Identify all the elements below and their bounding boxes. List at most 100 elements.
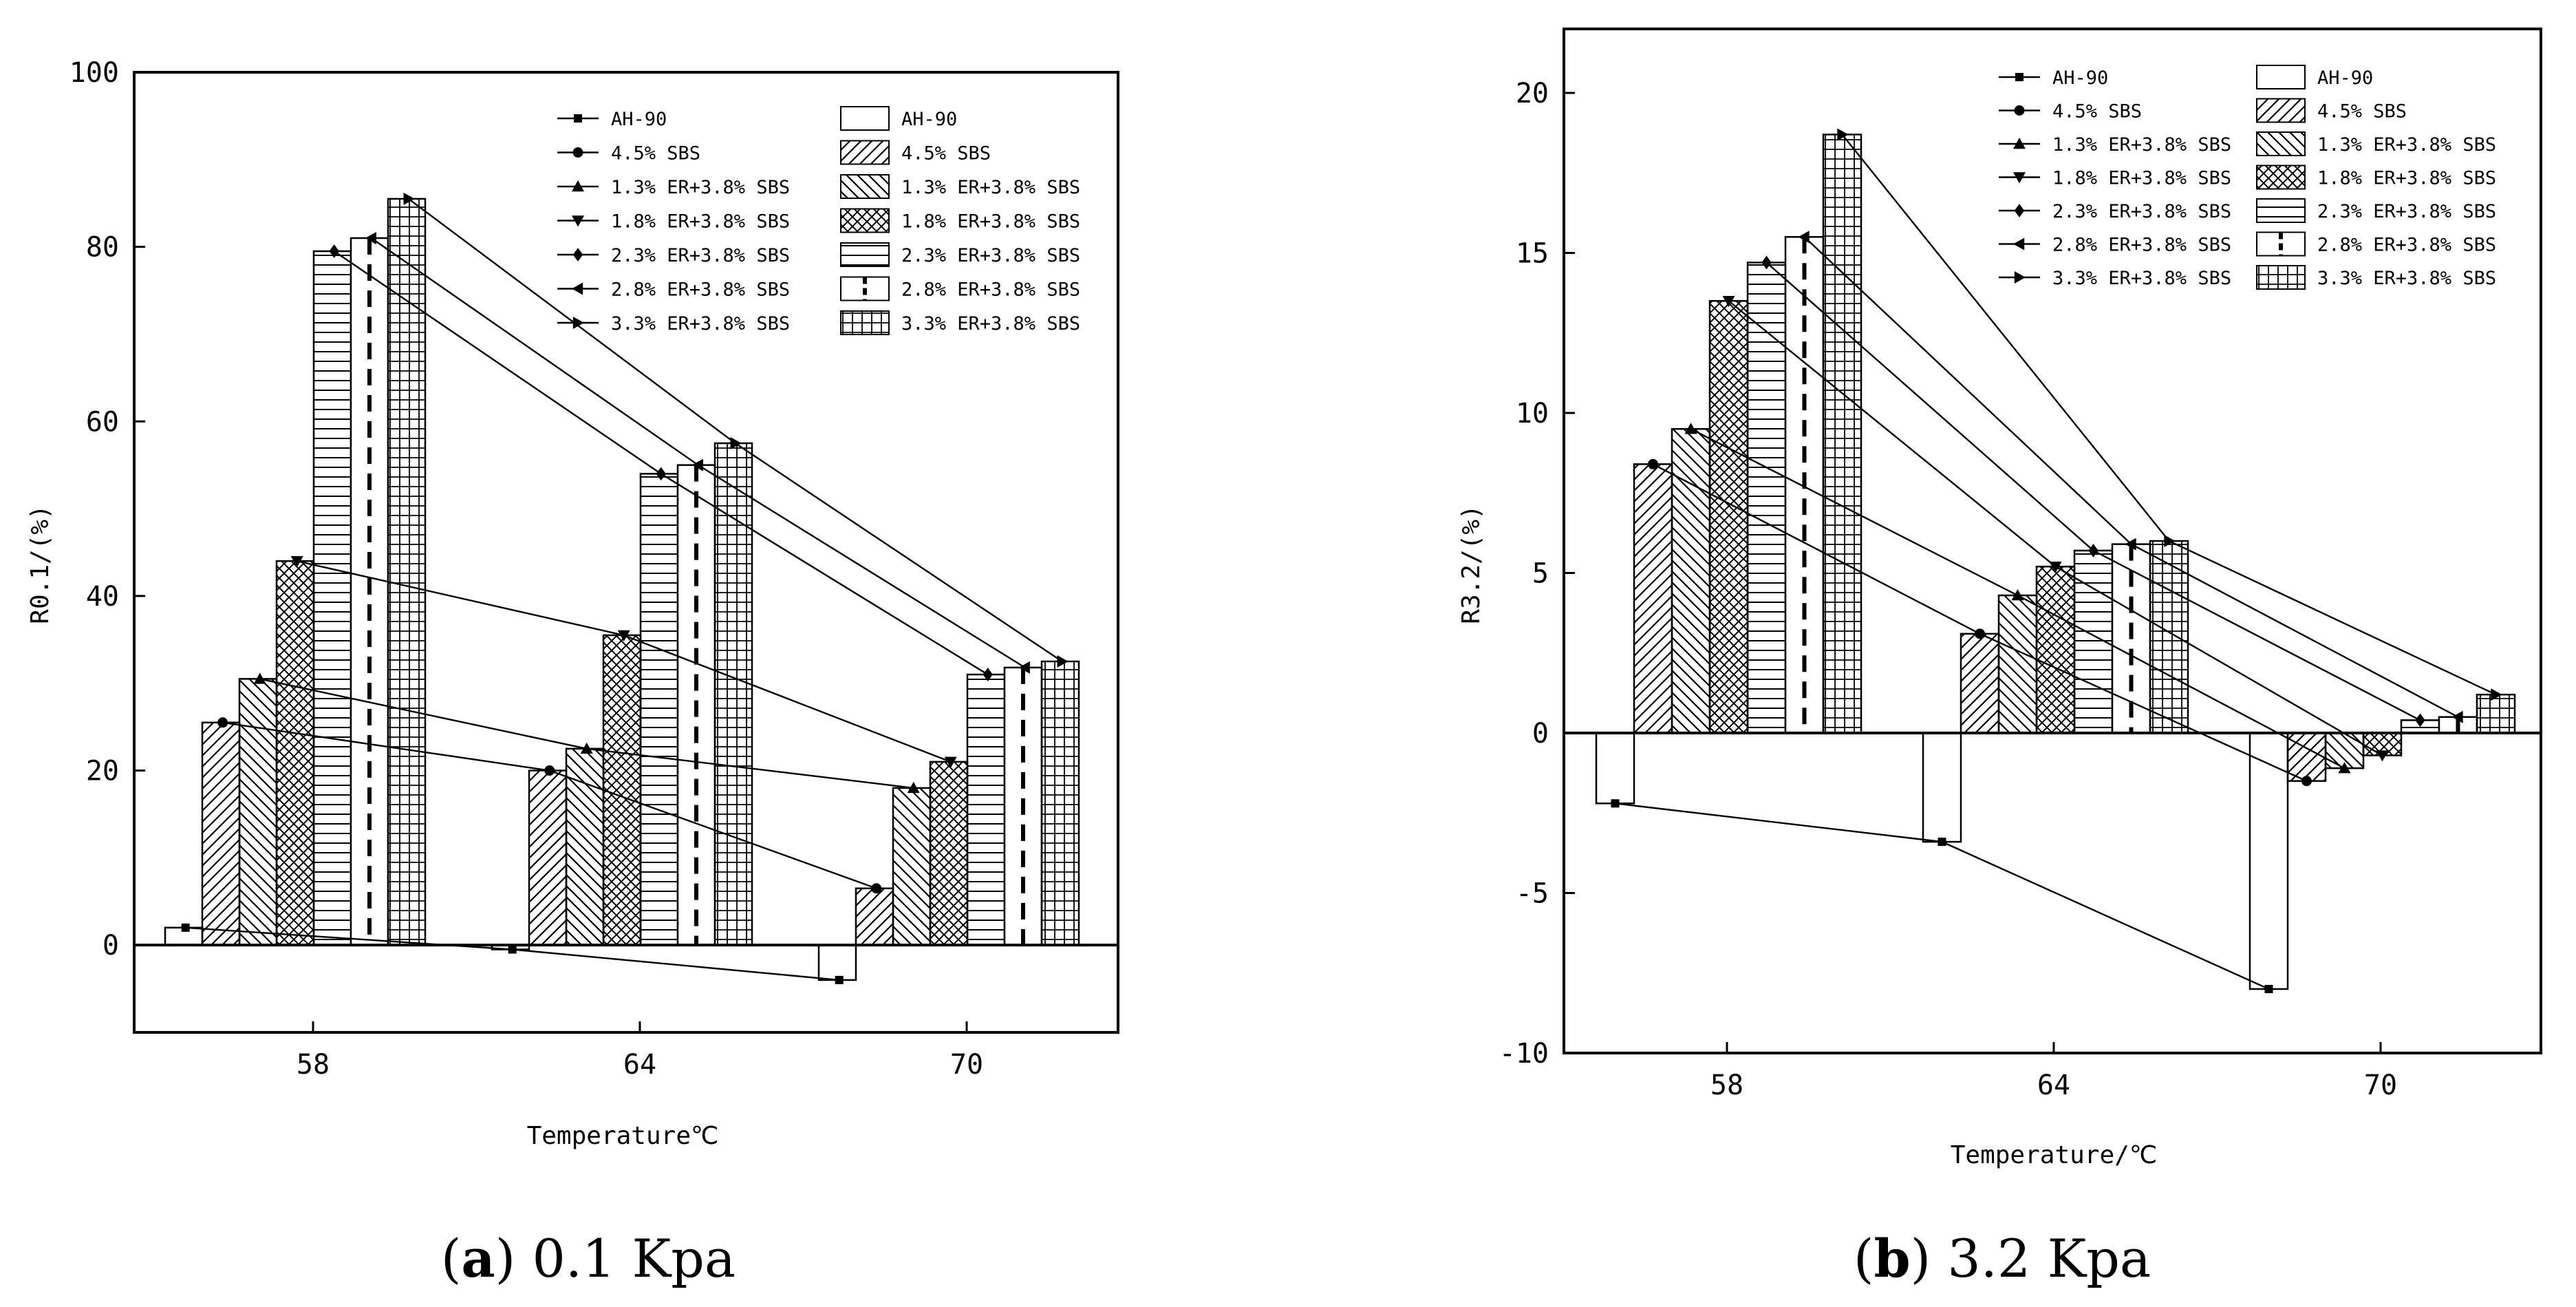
chart-panel-a: 0 20 40 60 80 100 58 64 70 AH-90 AH-90 4.5% SBS 4.… bbox=[26, 57, 1119, 1289]
marker-6-cat-70 bbox=[1057, 655, 1069, 668]
legend-marker-2 bbox=[2013, 138, 2026, 149]
bar-6-cat-58 bbox=[387, 198, 427, 946]
legend-marker-5 bbox=[2013, 237, 2025, 251]
marker-4-cat-58 bbox=[1761, 255, 1772, 270]
legend-label-0: AH-90 bbox=[611, 109, 667, 130]
panel-label: b bbox=[1874, 1228, 1910, 1289]
marker-6-cat-70 bbox=[2491, 688, 2502, 701]
marker-1-cat-58 bbox=[1648, 458, 1658, 469]
y-tick-label: 15 bbox=[1516, 238, 1549, 270]
x-tick-label: 58 bbox=[1710, 1070, 1743, 1101]
legend-swatch-label-1: 4.5% SBS bbox=[2317, 101, 2407, 123]
marker-5-cat-64 bbox=[691, 458, 703, 471]
marker-0-cat-58 bbox=[181, 923, 190, 932]
legend-marker-6 bbox=[572, 317, 584, 329]
marker-0-cat-64 bbox=[508, 945, 517, 954]
y-tick-label: -5 bbox=[1516, 878, 1549, 910]
x-tick-label: 64 bbox=[2037, 1070, 2070, 1101]
plot-frame bbox=[1563, 28, 2542, 1054]
y-tick-label: 0 bbox=[103, 930, 119, 961]
legend-swatch-0 bbox=[2256, 65, 2306, 89]
marker-1-cat-64 bbox=[1975, 628, 1985, 639]
chart-panel-b: -10 -5 0 5 10 15 20 58 64 70 AH-90 AH-90 4.5% SBS 4… bbox=[1457, 28, 2542, 1289]
bar-2-cat-58 bbox=[1671, 428, 1711, 734]
y-tick-label: 5 bbox=[1532, 558, 1549, 590]
legend-swatch-2 bbox=[840, 174, 890, 199]
legend-swatch-label-5: 2.8% ER+3.8% SBS bbox=[901, 279, 1080, 301]
bar-6-cat-64 bbox=[2149, 540, 2189, 734]
marker-2-cat-70 bbox=[2338, 762, 2351, 774]
marker-0-cat-70 bbox=[2264, 985, 2273, 993]
bar-2-cat-58 bbox=[238, 678, 278, 946]
marker-2-cat-58 bbox=[1684, 423, 1697, 434]
legend-swatch-2 bbox=[2256, 131, 2306, 156]
marker-2-cat-64 bbox=[2011, 589, 2024, 601]
legend-label-0: AH-90 bbox=[2052, 67, 2108, 89]
legend-swatch-1 bbox=[2256, 98, 2306, 123]
x-axis-label: Temperature℃ bbox=[527, 1122, 719, 1150]
bar-0-cat-58 bbox=[1595, 732, 1635, 805]
marker-3-cat-58 bbox=[1722, 296, 1735, 308]
legend-swatch-label-6: 3.3% ER+3.8% SBS bbox=[901, 313, 1080, 334]
marker-2-cat-70 bbox=[907, 781, 920, 794]
marker-5-cat-58 bbox=[365, 231, 376, 244]
legend-swatch-label-1: 4.5% SBS bbox=[901, 143, 991, 164]
legend-marker-1 bbox=[2014, 105, 2025, 116]
marker-3-cat-58 bbox=[290, 555, 303, 568]
plot-frame bbox=[133, 71, 1119, 1034]
marker-5-cat-70 bbox=[1018, 661, 1030, 674]
bar-1-cat-70 bbox=[855, 887, 894, 946]
bar-4-cat-58 bbox=[1746, 262, 1787, 734]
bar-1-cat-58 bbox=[1633, 463, 1673, 734]
legend-swatch-1 bbox=[840, 140, 890, 165]
legend-swatch-0 bbox=[840, 106, 890, 131]
marker-5-cat-64 bbox=[2125, 538, 2136, 551]
x-tick-label: 58 bbox=[297, 1049, 330, 1081]
legend-label-2: 1.3% ER+3.8% SBS bbox=[2052, 134, 2231, 156]
legend-swatch-label-4: 2.3% ER+3.8% SBS bbox=[2317, 201, 2496, 222]
bar-3-cat-58 bbox=[1708, 300, 1749, 734]
panel-caption: (a) 0.1 Kpa bbox=[441, 1228, 736, 1289]
legend-label-3: 1.8% ER+3.8% SBS bbox=[611, 211, 790, 233]
legend-swatch-3 bbox=[840, 208, 890, 233]
marker-1-cat-70 bbox=[2301, 776, 2312, 787]
marker-6-cat-58 bbox=[1837, 128, 1849, 141]
marker-3-cat-70 bbox=[944, 756, 957, 768]
legend-swatch-6 bbox=[840, 310, 890, 335]
bar-6-cat-58 bbox=[1822, 134, 1863, 734]
x-axis-label: Temperature/℃ bbox=[1951, 1141, 2158, 1169]
marker-4-cat-70 bbox=[2415, 713, 2425, 727]
marker-4-cat-58 bbox=[329, 244, 339, 258]
legend-marker-1 bbox=[572, 147, 583, 158]
bar-3-cat-64 bbox=[2035, 565, 2076, 734]
legend-swatch-label-2: 1.3% ER+3.8% SBS bbox=[901, 177, 1080, 198]
legend-swatch-6 bbox=[2256, 265, 2306, 290]
legend-marker-2 bbox=[572, 180, 584, 192]
y-axis-label: R3.2/(%) bbox=[1457, 504, 1485, 624]
y-tick-label: 0 bbox=[1532, 718, 1549, 750]
bar-2-cat-70 bbox=[892, 787, 932, 946]
y-tick-label: 10 bbox=[1516, 398, 1549, 429]
bar-3-cat-58 bbox=[275, 560, 315, 946]
y-tick-label: 80 bbox=[86, 232, 119, 264]
x-tick-label: 70 bbox=[2364, 1070, 2397, 1101]
y-axis-label: R0.1/(%) bbox=[26, 504, 54, 624]
legend-swatch-4 bbox=[2256, 198, 2306, 223]
legend-marker-4 bbox=[2014, 204, 2025, 217]
legend-swatch-label-5: 2.8% ER+3.8% SBS bbox=[2317, 235, 2496, 256]
legend-swatch-4 bbox=[840, 242, 890, 267]
legend-marker-5 bbox=[572, 282, 583, 295]
bar-1-cat-64 bbox=[528, 769, 568, 946]
marker-1-cat-70 bbox=[871, 883, 882, 894]
legend-label-6: 3.3% ER+3.8% SBS bbox=[2052, 268, 2231, 289]
legend-swatch-label-4: 2.3% ER+3.8% SBS bbox=[901, 245, 1080, 266]
legend-label-3: 1.8% ER+3.8% SBS bbox=[2052, 168, 2231, 189]
legend-label-5: 2.8% ER+3.8% SBS bbox=[611, 279, 790, 301]
y-tick-label: -10 bbox=[1499, 1038, 1549, 1070]
legend-label-6: 3.3% ER+3.8% SBS bbox=[611, 313, 790, 334]
legend-marker-0 bbox=[574, 114, 582, 123]
marker-6-cat-64 bbox=[2164, 535, 2176, 547]
y-tick-label: 40 bbox=[86, 581, 119, 613]
panel-caption: (b) 3.2 Kpa bbox=[1854, 1228, 2151, 1289]
legend-marker-0 bbox=[2015, 73, 2024, 81]
